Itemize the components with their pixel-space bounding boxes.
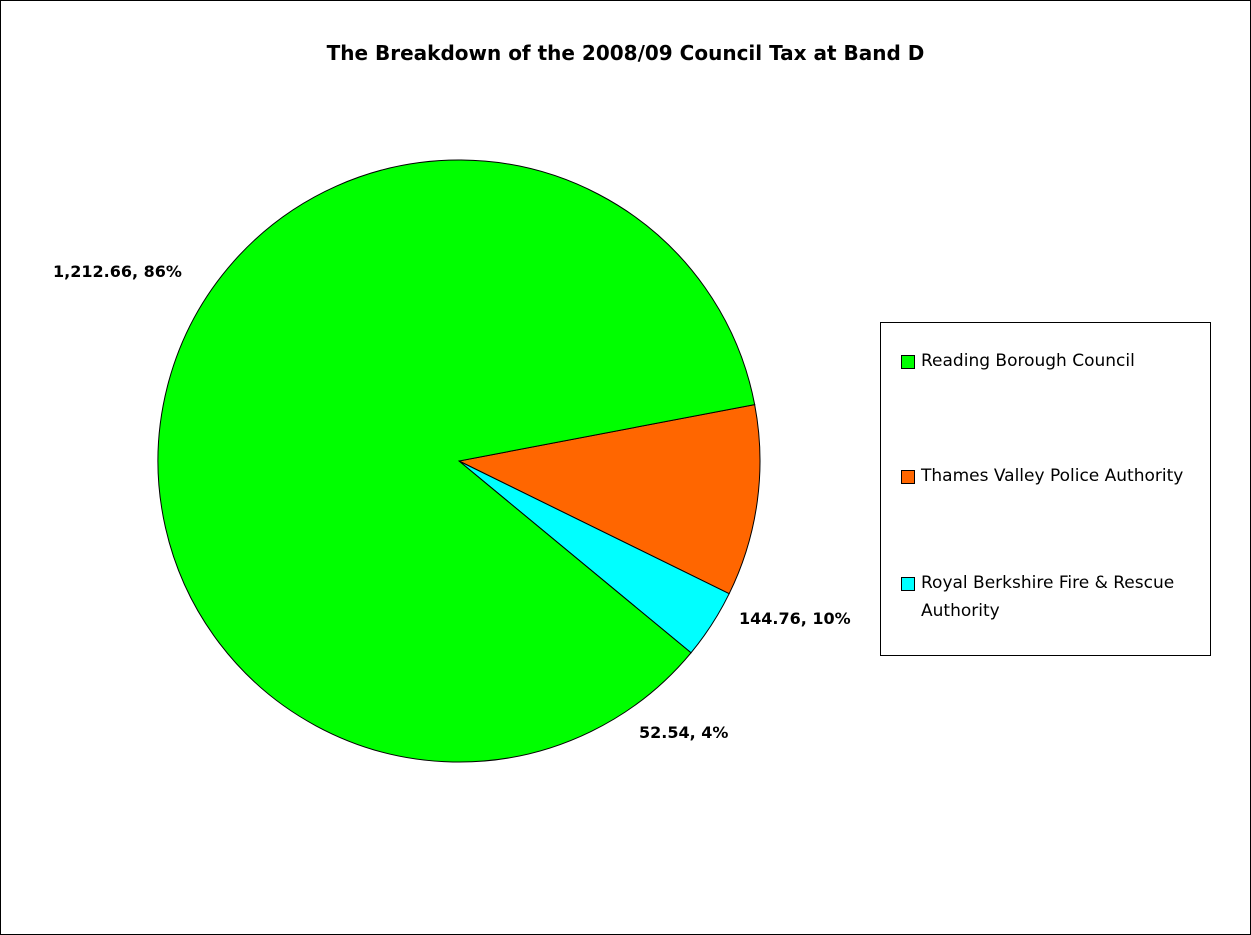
legend-item-thames-valley-police-authority: Thames Valley Police Authority [901, 462, 1206, 490]
pie-slice-thames-valley-police-authority [457, 404, 761, 595]
legend-swatch [901, 577, 915, 591]
data-label: 52.54, 4% [639, 723, 728, 742]
pie-data-labels: 1,212.66, 86% 144.76, 10% 52.54, 4% [53, 262, 851, 742]
legend-swatch [901, 470, 915, 484]
data-label: 1,212.66, 86% [53, 262, 182, 281]
legend-item-royal-berkshire-fire-rescue-authority: Royal Berkshire Fire & Rescue Authority [901, 569, 1206, 625]
legend: Reading Borough Council Thames Valley Po… [880, 322, 1211, 656]
pie-slice-reading-borough-council [157, 159, 756, 763]
pie-slices [157, 159, 761, 763]
legend-item-reading-borough-council: Reading Borough Council [901, 347, 1206, 375]
legend-label: Thames Valley Police Authority [921, 466, 1184, 486]
data-label: 144.76, 10% [739, 609, 851, 628]
chart-title: The Breakdown of the 2008/09 Council Tax… [326, 41, 925, 65]
legend-label: Reading Borough Council [921, 351, 1135, 371]
legend-swatch [901, 355, 915, 369]
legend-label: Royal Berkshire Fire & Rescue Authority [921, 573, 1175, 621]
